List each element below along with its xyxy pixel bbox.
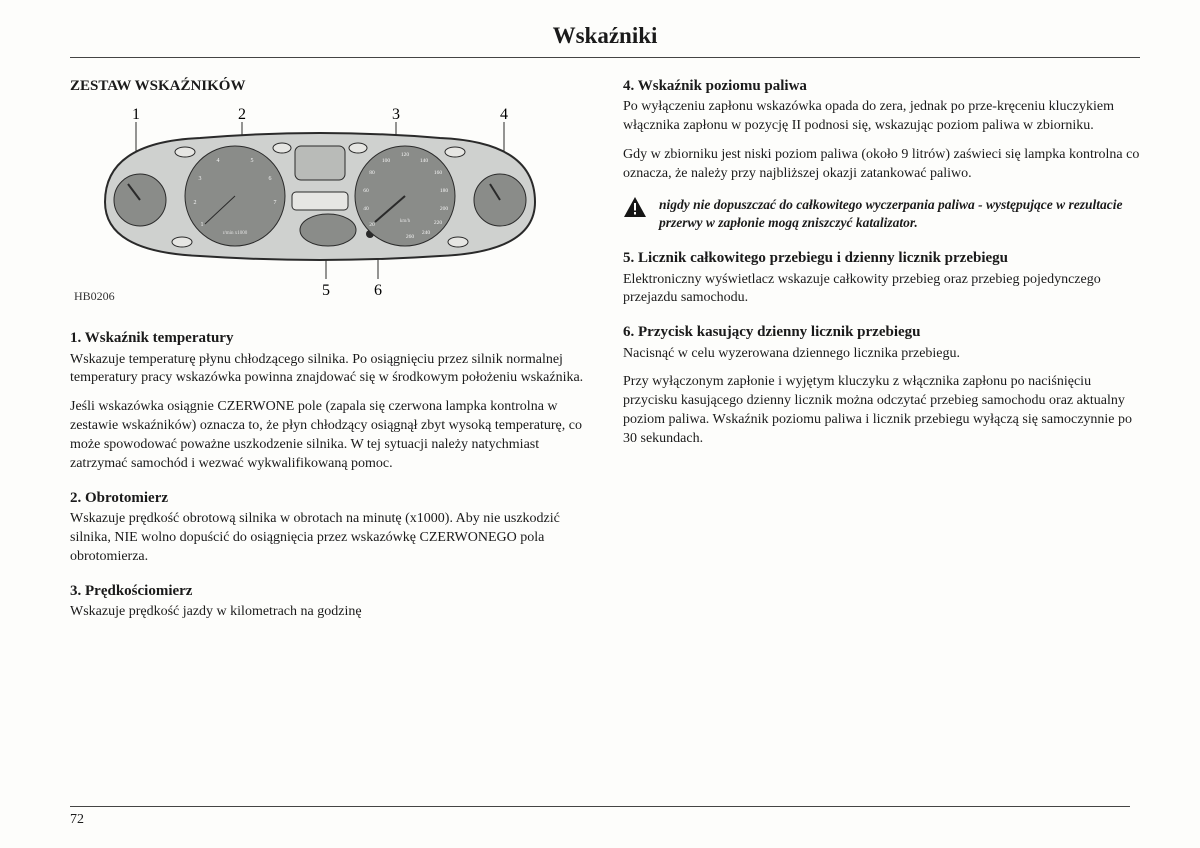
svg-text:200: 200 [440, 206, 449, 212]
svg-text:240: 240 [422, 230, 431, 236]
item6-title: 6. Przycisk kasujący dzienny licznik prz… [623, 322, 1140, 342]
warning-block: nigdy nie dopuszczać do całkowitego wycz… [623, 196, 1140, 232]
left-column: ZESTAW WSKAŹNIKÓW 1 2 3 4 5 6 [70, 76, 587, 632]
figure-caption: ZESTAW WSKAŹNIKÓW [70, 76, 587, 96]
item3-title: 3. Prędkościomierz [70, 581, 587, 601]
svg-text:260: 260 [406, 234, 415, 240]
item3-p1: Wskazuje prędkość jazdy w kilometrach na… [70, 603, 587, 622]
item1-title: 1. Wskaźnik temperatury [70, 328, 587, 348]
item1-p2: Jeśli wskazówka osiągnie CZERWONE pole (… [70, 398, 587, 474]
callout-4: 4 [500, 104, 508, 126]
right-column: 4. Wskaźnik poziomu paliwa Po wyłączeniu… [623, 76, 1140, 632]
svg-text:r/min x1000: r/min x1000 [223, 231, 248, 236]
figure-code: HB0206 [74, 288, 115, 304]
warning-icon [623, 196, 647, 218]
svg-text:100: 100 [382, 158, 391, 164]
svg-text:60: 60 [363, 188, 369, 194]
item4-title: 4. Wskaźnik poziomu paliwa [623, 76, 1140, 96]
warning-text: nigdy nie dopuszczać do całkowitego wycz… [659, 196, 1140, 232]
svg-text:220: 220 [434, 220, 443, 226]
svg-text:20: 20 [369, 222, 375, 228]
svg-text:160: 160 [434, 170, 443, 176]
item1-p1: Wskazuje temperaturę płynu chłodzącego s… [70, 351, 587, 389]
dashboard-figure: 1 2 3 4 5 6 [70, 104, 587, 304]
item4-p1: Po wyłączeniu zapłonu wskazówka opada do… [623, 98, 1140, 136]
svg-text:2: 2 [194, 200, 197, 206]
svg-text:80: 80 [369, 170, 375, 176]
svg-text:3: 3 [199, 176, 202, 182]
svg-text:40: 40 [363, 206, 369, 212]
svg-text:km/h: km/h [400, 219, 411, 224]
item6-p2: Przy wyłączonym zapłonie i wyjętym klucz… [623, 373, 1140, 449]
svg-text:5: 5 [251, 158, 254, 164]
svg-text:120: 120 [401, 152, 410, 158]
callout-1: 1 [132, 104, 140, 126]
page-title: Wskaźniki [70, 20, 1140, 58]
callout-6: 6 [374, 280, 382, 302]
callout-5: 5 [322, 280, 330, 302]
callout-3: 3 [392, 104, 400, 126]
item5-title: 5. Licznik całkowitego przebiegu i dzien… [623, 248, 1140, 268]
callout-2: 2 [238, 104, 246, 126]
svg-text:7: 7 [274, 200, 277, 206]
page-number: 72 [70, 806, 1130, 830]
item2-p1: Wskazuje prędkość obrotową silnika w obr… [70, 510, 587, 567]
svg-text:140: 140 [420, 158, 429, 164]
item2-title: 2. Obrotomierz [70, 488, 587, 508]
item6-p1: Nacisnąć w celu wyzerowana dziennego lic… [623, 345, 1140, 364]
svg-text:4: 4 [217, 158, 220, 164]
item4-p2: Gdy w zbiorniku jest niski poziom paliwa… [623, 146, 1140, 184]
dashboard-svg: 1 2 3 4 5 6 7 r/min x1000 20 40 60 80 [70, 104, 570, 304]
svg-text:1: 1 [201, 222, 204, 228]
content-columns: ZESTAW WSKAŹNIKÓW 1 2 3 4 5 6 [70, 76, 1140, 632]
svg-text:6: 6 [269, 176, 272, 182]
svg-text:180: 180 [440, 188, 449, 194]
item5-p1: Elektroniczny wyświetlacz wskazuje całko… [623, 271, 1140, 309]
